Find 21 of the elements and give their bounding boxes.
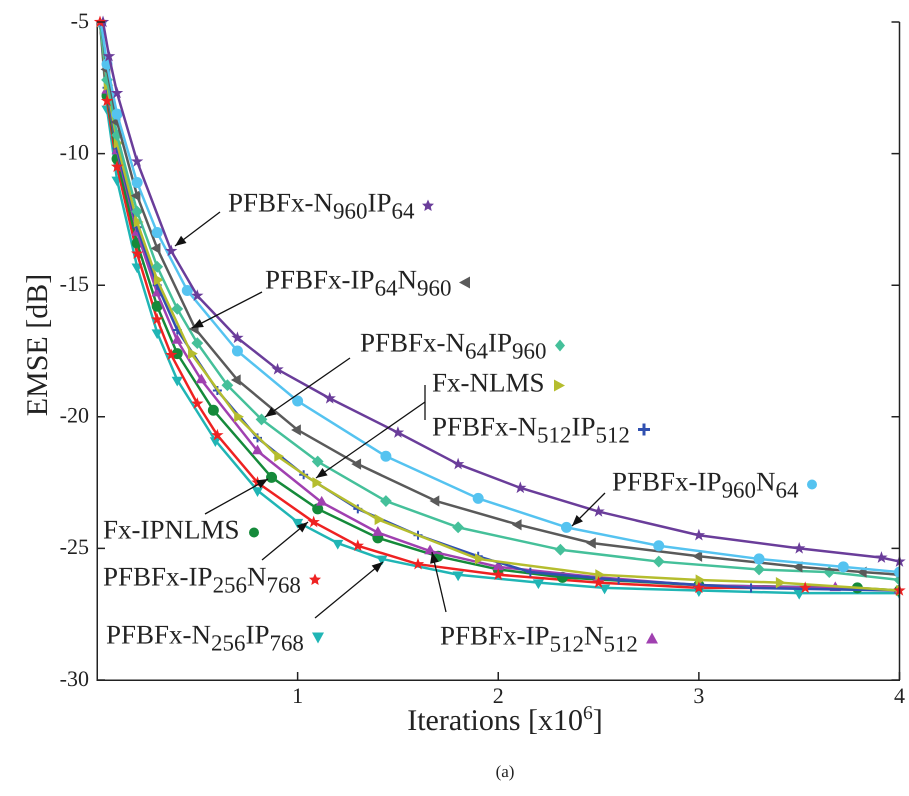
x-tick-label: 1 — [292, 682, 304, 708]
y-tick-label: -30 — [60, 666, 89, 691]
y-tick-label: -5 — [70, 8, 89, 33]
legend-label: Fx-NLMS — [432, 368, 545, 398]
legend-label: Fx-IPNLMS — [103, 514, 240, 544]
legend-label: PFBFx-IP$_{960}$N$_{64}$ — [612, 466, 798, 502]
legend-label: PFBFx-N$_{512}$IP$_{512}$ — [432, 412, 630, 448]
x-tick-label: 3 — [693, 682, 704, 708]
y-tick-label: -15 — [60, 270, 89, 296]
legend-label: PFBFx-N$_{256}$IP$_{768}$ — [106, 620, 304, 656]
legend-label: PFBFx-N$_{64}$IP$_{960}$ — [360, 328, 546, 364]
y-tick-label: -20 — [60, 402, 89, 428]
y-tick-label: -25 — [60, 534, 89, 560]
legend-label: PFBFx-N$_{960}$IP$_{64}$ — [228, 188, 414, 224]
text: (a) — [496, 762, 514, 782]
y-tick-label: -10 — [60, 139, 89, 164]
legend-label: PFBFx-IP$_{512}$N$_{512}$ — [440, 620, 638, 656]
legend-label: PFBFx-IP$_{256}$N$_{768}$ — [103, 562, 301, 598]
x-tick-label: 4 — [894, 682, 905, 708]
y-axis-title: EMSE [dB] — [21, 274, 54, 416]
legend-label: PFBFx-IP$_{64}$N$_{960}$ — [265, 264, 452, 300]
